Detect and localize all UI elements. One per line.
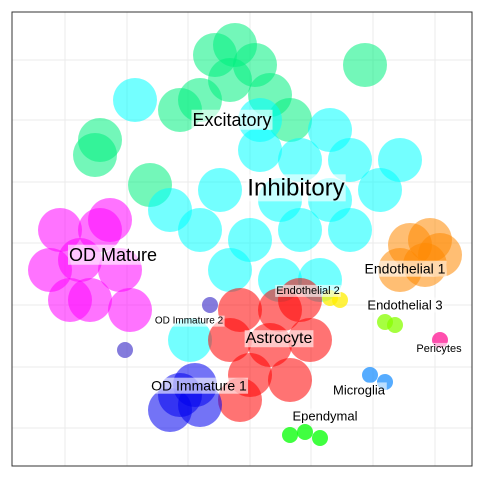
cluster-label: Endothelial 1 [365, 261, 446, 277]
point [148, 188, 192, 232]
point [378, 138, 422, 182]
cluster-label: Ependymal [292, 408, 357, 423]
label-background [291, 408, 359, 424]
point [328, 208, 372, 252]
point [73, 133, 117, 177]
point [308, 108, 352, 152]
point [387, 317, 403, 333]
point [208, 318, 252, 362]
point [282, 427, 298, 443]
point [312, 430, 328, 446]
point [117, 342, 133, 358]
point [297, 424, 313, 440]
label-background [153, 315, 225, 327]
label-background [191, 109, 273, 130]
cluster-label: Endothelial 2 [276, 285, 340, 297]
label-background [244, 330, 314, 348]
label-background [67, 244, 159, 265]
panel-border [11, 11, 473, 467]
label-background [246, 174, 346, 202]
label-background [331, 382, 387, 398]
label-background [363, 260, 447, 277]
cluster-label: Inhibitory [247, 174, 344, 201]
point [278, 138, 322, 182]
point [48, 278, 92, 322]
point [158, 88, 202, 132]
point [362, 367, 378, 383]
label-background [275, 284, 341, 297]
label-background [415, 342, 464, 355]
cluster-label: Astrocyte [246, 330, 313, 347]
cluster-label: OD Immature 2 [155, 316, 224, 327]
label-background [366, 297, 444, 313]
point [168, 318, 212, 362]
cluster-label: Excitatory [192, 110, 271, 130]
point [343, 43, 387, 87]
labels: Excitatory Inhibitory OD Mature OD Immature… [67, 109, 464, 424]
point [198, 168, 242, 212]
point [208, 248, 252, 292]
point [88, 198, 132, 242]
cluster-label: Microglia [333, 382, 386, 397]
label-background [150, 377, 249, 394]
cluster-label: Endothelial 3 [367, 297, 442, 312]
point [202, 297, 218, 313]
point [268, 358, 312, 402]
cluster-label: OD Mature [69, 245, 157, 265]
point [278, 208, 322, 252]
point [113, 78, 157, 122]
point [108, 288, 152, 332]
cluster-label: Pericytes [416, 343, 462, 355]
cluster-label: OD Immature 1 [151, 378, 247, 394]
